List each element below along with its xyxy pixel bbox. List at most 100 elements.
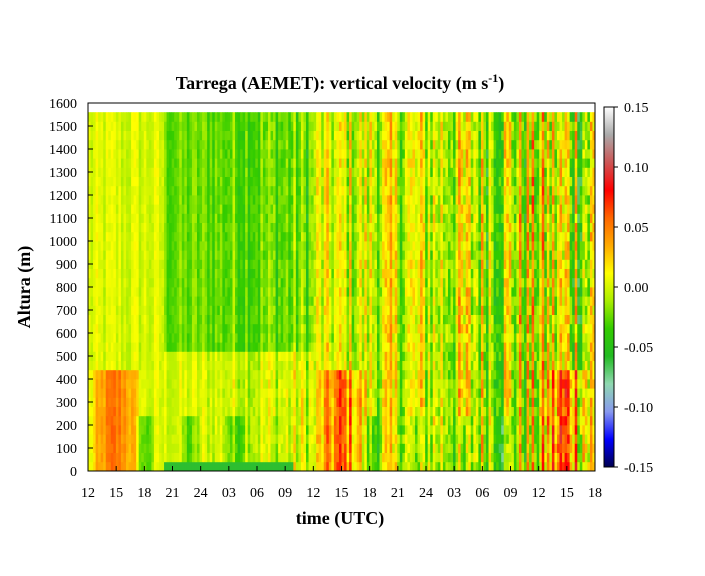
heatmap-cell (376, 305, 380, 315)
heatmap-cell (148, 112, 152, 122)
heatmap-cell (133, 176, 137, 187)
heatmap-cell (95, 323, 99, 334)
heatmap-cell (364, 204, 368, 214)
heatmap-cell (207, 287, 211, 297)
heatmap-cell (245, 121, 249, 131)
heatmap-cell (161, 415, 165, 426)
heatmap-cell (131, 158, 135, 168)
heatmap-cell (161, 443, 165, 453)
heatmap-cell (288, 277, 292, 288)
heatmap-cell (113, 452, 117, 463)
heatmap-cell (267, 277, 271, 288)
heatmap-cell (174, 176, 178, 187)
heatmap-cell (389, 406, 393, 417)
heatmap-cell (169, 222, 173, 233)
heatmap-cell (202, 158, 206, 168)
heatmap-cell (103, 112, 107, 122)
heatmap-cell (95, 461, 99, 472)
heatmap-cell (404, 176, 408, 187)
heatmap-cell (250, 139, 254, 150)
heatmap-cell (98, 195, 102, 205)
heatmap-cell (100, 397, 104, 407)
heatmap-cell (247, 167, 251, 177)
heatmap-cell (402, 121, 406, 131)
heatmap-cell (242, 452, 246, 463)
heatmap-cell (374, 277, 378, 288)
heatmap-cell (326, 434, 330, 444)
heatmap-cell (349, 176, 353, 187)
heatmap-cell (341, 167, 345, 177)
heatmap-cell (346, 415, 350, 426)
heatmap-cell (217, 296, 221, 306)
heatmap-cell (399, 158, 403, 168)
heatmap-cell (212, 204, 216, 214)
heatmap-cell (156, 149, 160, 159)
heatmap-cell (331, 305, 335, 315)
heatmap-cell (224, 231, 228, 242)
heatmap-cell (88, 342, 91, 352)
heatmap-cell (341, 333, 345, 343)
heatmap-cell (311, 222, 315, 233)
heatmap-cell (199, 158, 203, 168)
heatmap-cell (359, 241, 363, 251)
heatmap-cell (128, 213, 132, 223)
heatmap-cell (136, 379, 140, 389)
heatmap-cell (257, 158, 261, 168)
heatmap-cell (280, 149, 284, 159)
heatmap-cell (164, 259, 167, 269)
heatmap-cell (212, 241, 216, 251)
heatmap-cell (219, 277, 223, 288)
heatmap-cell (181, 112, 185, 122)
heatmap-cell (143, 121, 147, 131)
heatmap-cell (189, 277, 193, 288)
heatmap-cell (179, 305, 183, 315)
heatmap-cell (93, 296, 97, 306)
heatmap-cell (354, 176, 358, 187)
heatmap-cell (257, 250, 261, 260)
heatmap-cell (257, 360, 261, 371)
heatmap-cell (273, 360, 276, 371)
heatmap-cell (318, 195, 322, 205)
heatmap-cell (288, 268, 292, 279)
heatmap-cell (328, 296, 332, 306)
heatmap-cell (115, 231, 119, 242)
heatmap-cell (202, 406, 206, 417)
heatmap-cell (278, 167, 282, 177)
heatmap-cell (146, 213, 150, 223)
heatmap-cell (336, 406, 340, 417)
heatmap-cell (331, 176, 335, 187)
heatmap-cell (171, 158, 175, 168)
heatmap-cell (88, 268, 91, 279)
heatmap-cell (240, 379, 244, 389)
heatmap-cell (328, 241, 332, 251)
heatmap-cell (169, 176, 173, 187)
heatmap-cell (151, 204, 155, 214)
heatmap-cell (374, 176, 378, 187)
heatmap-cell (392, 167, 396, 177)
heatmap-cell (151, 369, 155, 380)
heatmap-cell (219, 259, 223, 269)
heatmap-cell (184, 333, 188, 343)
heatmap-cell (158, 167, 162, 177)
heatmap-cell (90, 388, 94, 398)
heatmap-cell (250, 158, 254, 168)
heatmap-cell (323, 268, 327, 279)
heatmap-cell (128, 323, 132, 334)
heatmap-cell (245, 305, 249, 315)
heatmap-cell (214, 149, 218, 159)
heatmap-cell (336, 342, 340, 352)
heatmap-cell (349, 397, 353, 407)
heatmap-cell (280, 204, 284, 214)
heatmap-cell (387, 231, 391, 242)
heatmap-cell (245, 287, 249, 297)
heatmap-cell (133, 425, 137, 435)
heatmap-cell (376, 222, 380, 233)
heatmap-cell (110, 369, 114, 380)
heatmap-cell (219, 351, 223, 361)
heatmap-cell (267, 121, 271, 131)
heatmap-cell (207, 176, 211, 187)
heatmap-cell (197, 241, 200, 251)
heatmap-cell (311, 415, 315, 426)
heatmap-cell (161, 360, 165, 371)
heatmap-cell (409, 277, 413, 288)
